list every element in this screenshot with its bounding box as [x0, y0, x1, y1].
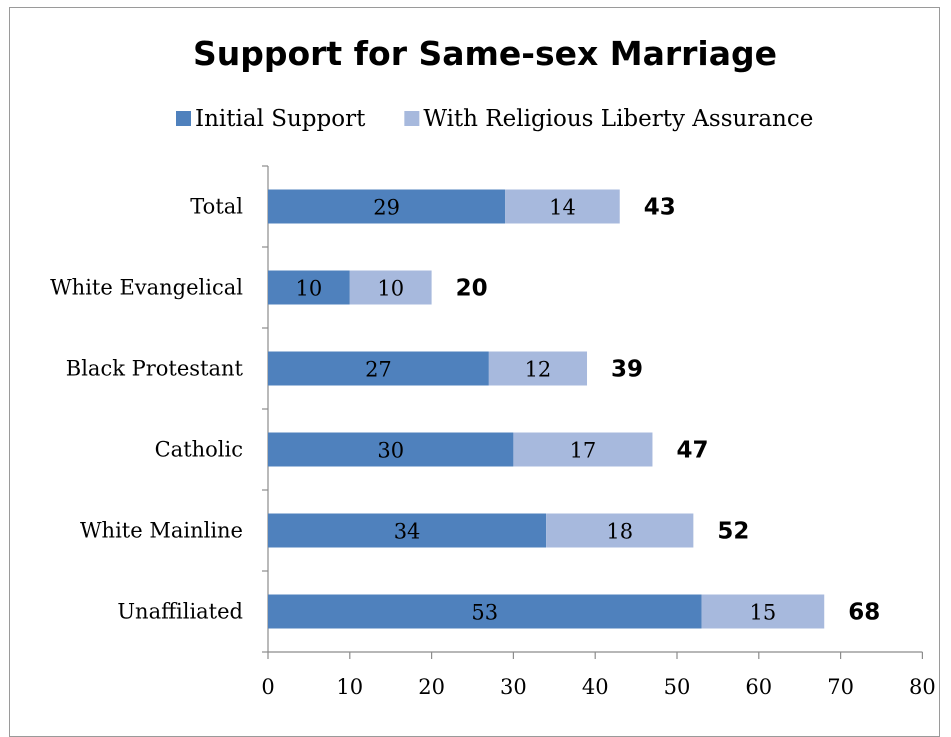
x-tick-label: 0 [261, 675, 274, 699]
data-label: 29 [373, 196, 400, 220]
data-label: 53 [471, 601, 498, 625]
data-label: 27 [365, 358, 392, 382]
total-label: 39 [611, 357, 643, 383]
bars: 29 14 43 10 10 20 27 12 39 30 17 47 34 18 52 53 15 68 [268, 189, 880, 629]
x-tick-label: 60 [745, 675, 772, 699]
bar-segment [268, 189, 506, 224]
legend: Initial Support With Religious Liberty As… [176, 106, 813, 132]
x-tick-label: 10 [336, 675, 363, 699]
data-label: 12 [525, 358, 552, 382]
category-label: Black Protestant [66, 357, 244, 381]
data-label: 10 [296, 277, 323, 301]
x-tick-label: 40 [582, 675, 609, 699]
x-tick-label: 70 [827, 675, 854, 699]
x-tick-label: 20 [418, 675, 445, 699]
total-label: 68 [848, 600, 880, 626]
legend-swatch-2 [404, 111, 420, 126]
total-label: 52 [717, 519, 749, 545]
data-label: 18 [606, 520, 633, 544]
legend-label-2: With Religious Liberty Assurance [423, 106, 813, 132]
data-label: 14 [549, 196, 576, 220]
bar-segment [268, 594, 702, 629]
data-label: 34 [394, 520, 421, 544]
bar-segment [701, 594, 825, 629]
legend-swatch-1 [176, 111, 191, 126]
bar-segment [505, 189, 620, 224]
bar-segment [268, 513, 547, 548]
axes: 0 10 20 30 40 50 60 70 80 Total White Evangelical B… [50, 165, 936, 699]
bar-segment [268, 351, 489, 386]
bar-segment [513, 432, 653, 467]
category-label: Catholic [155, 438, 243, 462]
data-label: 10 [377, 277, 404, 301]
bar-segment [349, 270, 432, 305]
x-tick-label: 50 [664, 675, 691, 699]
chart-title: Support for Same-sex Marriage [193, 34, 777, 73]
bar-segment [268, 432, 514, 467]
x-tick-label: 80 [909, 675, 936, 699]
data-label: 17 [570, 439, 597, 463]
x-tick-label: 30 [500, 675, 527, 699]
bar-segment [546, 513, 694, 548]
bar-segment [268, 270, 350, 305]
category-label: White Mainline [80, 519, 243, 543]
bar-segment [488, 351, 588, 386]
total-label: 43 [644, 195, 676, 221]
data-label: 15 [750, 601, 777, 625]
category-label: Total [190, 195, 243, 219]
data-label: 30 [377, 439, 404, 463]
legend-label-1: Initial Support [195, 106, 366, 132]
category-label: Unaffiliated [117, 600, 243, 624]
category-label: White Evangelical [50, 276, 243, 300]
total-label: 20 [456, 276, 488, 302]
total-label: 47 [676, 438, 708, 464]
